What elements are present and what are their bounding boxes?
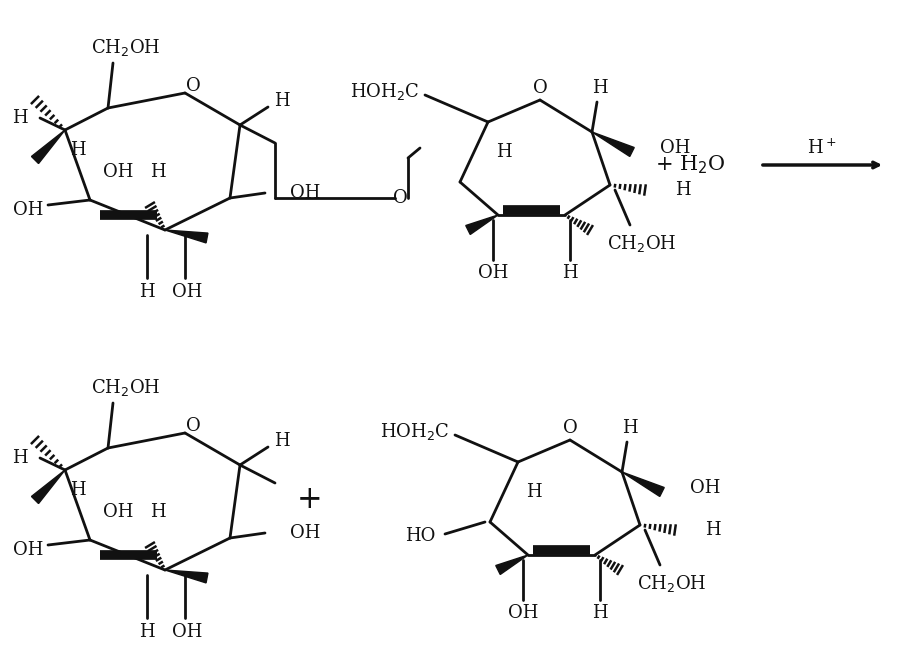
Text: OH: OH xyxy=(690,479,720,497)
Text: H: H xyxy=(592,79,608,97)
Text: H: H xyxy=(562,264,578,282)
Text: CH$_2$OH: CH$_2$OH xyxy=(608,232,677,254)
Text: OH: OH xyxy=(290,184,320,202)
Text: H: H xyxy=(675,181,690,199)
Polygon shape xyxy=(496,555,528,574)
Text: +: + xyxy=(297,484,323,515)
Text: OH: OH xyxy=(13,201,43,219)
Text: HOH$_2$C: HOH$_2$C xyxy=(350,81,420,103)
Text: H: H xyxy=(274,92,290,110)
Text: H$^+$: H$^+$ xyxy=(807,138,837,158)
Polygon shape xyxy=(592,132,634,156)
Text: CH$_2$OH: CH$_2$OH xyxy=(91,38,161,58)
Polygon shape xyxy=(165,230,208,243)
Text: CH$_2$OH: CH$_2$OH xyxy=(637,572,706,594)
Text: H: H xyxy=(592,604,608,622)
Text: H: H xyxy=(13,109,28,127)
Text: OH: OH xyxy=(290,524,320,542)
Polygon shape xyxy=(466,215,498,234)
Polygon shape xyxy=(32,470,65,503)
Text: OH: OH xyxy=(660,139,690,157)
Polygon shape xyxy=(32,130,65,164)
Text: H: H xyxy=(140,283,155,301)
Text: O: O xyxy=(392,189,408,207)
Text: OH: OH xyxy=(103,163,133,181)
Text: H: H xyxy=(13,449,28,467)
Text: + H$_2$O: + H$_2$O xyxy=(655,154,725,176)
Text: H: H xyxy=(150,503,166,521)
Text: H: H xyxy=(622,419,638,437)
Text: H: H xyxy=(150,163,166,181)
Text: O: O xyxy=(185,77,201,95)
Text: H: H xyxy=(705,521,721,539)
Text: OH: OH xyxy=(103,503,133,521)
Text: H: H xyxy=(526,483,542,501)
Text: OH: OH xyxy=(172,623,202,641)
Polygon shape xyxy=(622,472,664,497)
Text: HO: HO xyxy=(405,527,436,545)
Text: CH$_2$OH: CH$_2$OH xyxy=(91,378,161,399)
Text: OH: OH xyxy=(478,264,508,282)
Text: OH: OH xyxy=(508,604,538,622)
Text: OH: OH xyxy=(172,283,202,301)
Text: O: O xyxy=(533,79,547,97)
Text: H: H xyxy=(70,141,86,159)
Text: OH: OH xyxy=(13,541,43,559)
Text: H: H xyxy=(274,432,290,450)
Text: O: O xyxy=(185,417,201,435)
Text: H: H xyxy=(70,481,86,499)
Text: HOH$_2$C: HOH$_2$C xyxy=(381,421,450,442)
Text: H: H xyxy=(496,143,512,161)
Text: O: O xyxy=(562,419,578,437)
Text: H: H xyxy=(140,623,155,641)
Polygon shape xyxy=(165,570,208,583)
